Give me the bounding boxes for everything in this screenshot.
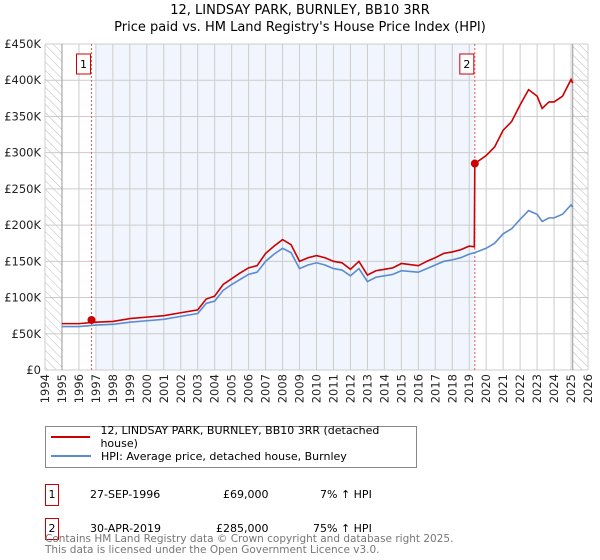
x-tick-label: 1996 (72, 374, 86, 403)
hatch-before-data (45, 44, 62, 370)
y-tick-label: £400K (4, 73, 41, 87)
legend-item-hpi: HPI: Average price, detached house, Burn… (51, 448, 347, 464)
x-tick-label: 2026 (581, 374, 595, 403)
x-tick-label: 1997 (89, 374, 103, 403)
chart-title: 12, LINDSAY PARK, BURNLEY, BB10 3RR (170, 3, 430, 18)
x-tick-label: 2019 (462, 374, 476, 403)
y-tick-label: £0 (26, 363, 41, 377)
legend-label: 12, LINDSAY PARK, BURNLEY, BB10 3RR (det… (100, 424, 380, 450)
sale-point (470, 159, 479, 168)
x-tick-label: 1995 (55, 374, 69, 403)
date: 27-SEP-1996 (90, 488, 161, 501)
marker-badge: 2 (45, 518, 59, 540)
y-tick-label: £200K (4, 218, 41, 232)
legend: 12, LINDSAY PARK, BURNLEY, BB10 3RR (det… (45, 424, 417, 468)
x-tick-label: 2011 (326, 374, 340, 403)
x-tick-label: 2007 (259, 374, 273, 403)
sale-label: 1 (80, 58, 87, 71)
transaction-row: 2 30-APR-2019 £285,000 75% ↑ HPI (45, 518, 445, 540)
y-tick-label: £250K (4, 182, 41, 196)
footer-line: Contains HM Land Registry data © Crown c… (45, 533, 454, 545)
y-tick-label: £150K (4, 254, 41, 268)
marker-badge: 1 (45, 484, 59, 506)
sale-label: 2 (463, 58, 470, 71)
hpi-diff: 75% ↑ HPI (313, 522, 372, 535)
footer-line: This data is licensed under the Open Gov… (45, 544, 380, 556)
x-tick-label: 2005 (225, 374, 239, 403)
x-tick-label: 2023 (530, 374, 544, 403)
price: £285,000 (216, 522, 269, 535)
x-tick-label: 2016 (411, 374, 425, 403)
x-tick-label: 2020 (479, 374, 493, 403)
legend-item-property: 12, LINDSAY PARK, BURNLEY, BB10 3RR (det… (51, 424, 416, 450)
x-tick-label: 2018 (445, 374, 459, 403)
x-tick-label: 2002 (174, 374, 188, 403)
x-tick-label: 1998 (106, 374, 120, 403)
date: 30-APR-2019 (90, 522, 162, 535)
footer: Contains HM Land Registry data © Crown c… (45, 534, 453, 556)
legend-label: HPI: Average price, detached house, Burn… (101, 449, 347, 463)
transaction-row: 1 27-SEP-1996 £69,000 7% ↑ HPI (45, 484, 445, 506)
x-tick-label: 2022 (513, 374, 527, 403)
x-tick-label: 2025 (564, 374, 578, 403)
x-tick-label: 2014 (377, 374, 391, 403)
x-tick-label: 2021 (496, 374, 510, 403)
x-tick-label: 2004 (208, 374, 222, 403)
x-tick-label: 2008 (276, 374, 290, 403)
property-price-line (61, 77, 574, 325)
chart-subtitle: Price paid vs. HM Land Registry's House … (114, 20, 486, 35)
sale-point (87, 316, 96, 325)
sale-label-box (75, 53, 91, 75)
x-tick-label: 2012 (343, 374, 357, 403)
y-tick-label: £300K (4, 146, 41, 160)
hatch-after-data (572, 44, 588, 370)
x-tick-label: 2015 (394, 374, 408, 403)
x-tick-label: 2024 (547, 374, 561, 403)
x-tick-label: 1994 (38, 374, 52, 403)
price-chart: 1994 1995 1996 1997 1998 1999 2000 2001 2002 2003… (4, 37, 595, 403)
x-tick-label: 2000 (140, 374, 154, 403)
y-tick-label: £450K (4, 37, 41, 51)
sale-label-box (459, 53, 475, 75)
x-tick-label: 1999 (123, 374, 137, 403)
x-tick-label: 2003 (191, 374, 205, 403)
x-tick-label: 2010 (310, 374, 324, 403)
y-tick-label: £350K (4, 109, 41, 123)
price: £69,000 (223, 488, 269, 501)
x-tick-label: 2001 (157, 374, 171, 403)
x-tick-label: 2009 (293, 374, 307, 403)
y-tick-label: £50K (12, 327, 42, 341)
hpi-diff: 7% ↑ HPI (320, 488, 372, 501)
x-tick-label: 2017 (428, 374, 442, 403)
x-tick-label: 2013 (360, 374, 374, 403)
x-tick-label: 2006 (242, 374, 256, 403)
y-tick-label: £100K (4, 291, 41, 305)
hpi-line (61, 203, 574, 328)
